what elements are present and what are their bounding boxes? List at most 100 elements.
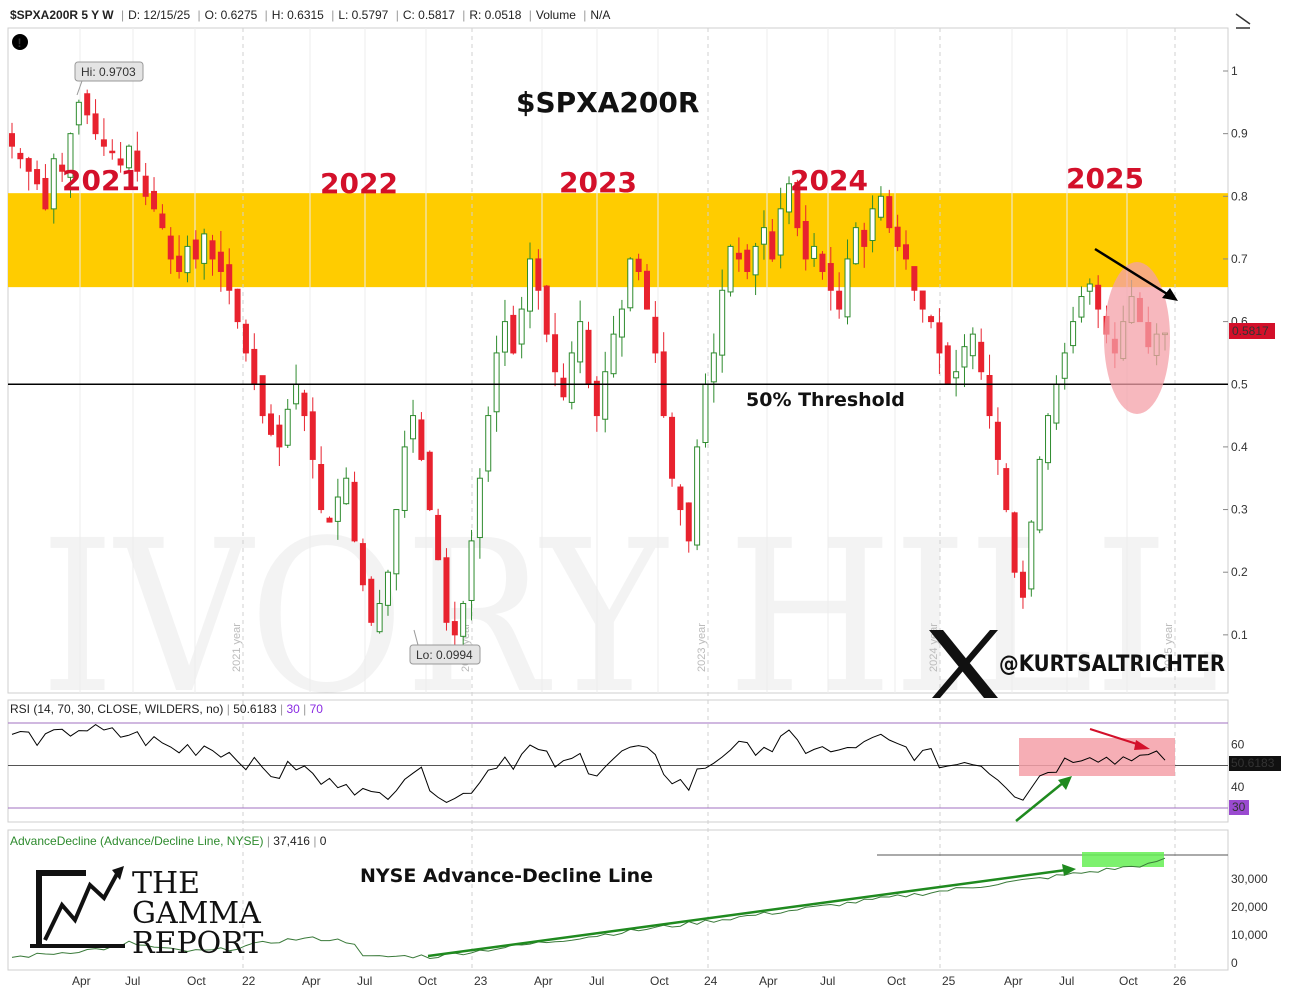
rsi-down-arrowhead	[1134, 740, 1150, 750]
candle-body	[343, 477, 350, 505]
candle-body	[460, 603, 467, 637]
candle-body	[568, 352, 575, 403]
volume-value: N/A	[590, 8, 611, 22]
candle-body	[435, 514, 442, 561]
x-tick-label: 24	[704, 974, 718, 988]
candle-body	[836, 290, 843, 310]
rsi-down-arrow	[1089, 728, 1141, 746]
candle-body	[1086, 283, 1093, 292]
logo-bar	[36, 870, 42, 946]
candle-body	[802, 220, 809, 260]
candle-body	[167, 235, 174, 260]
candle-body	[794, 182, 801, 229]
symbol-label: $SPXA200R 5 Y W	[10, 8, 114, 22]
candle-body	[84, 93, 91, 116]
draw-tool-icon	[1235, 13, 1251, 29]
candle-body	[9, 133, 15, 147]
candle-body	[969, 333, 976, 357]
candle-body	[978, 341, 985, 373]
x-tick-label: Apr	[302, 974, 321, 988]
rsi-header: RSI (14, 70, 30, CLOSE, WILDERS, no) | 5…	[10, 702, 323, 716]
y-tick-label: 0.1	[1231, 628, 1248, 642]
candle-body	[1061, 352, 1068, 379]
ad-title: NYSE Advance-Decline Line	[360, 865, 653, 887]
logo-chart-line	[43, 871, 120, 941]
x-tick-label: Oct	[187, 974, 206, 988]
x-tick-label: 23	[474, 974, 488, 988]
x-tick-label: Apr	[534, 974, 553, 988]
candle-body	[852, 227, 859, 265]
rsi-value: 50.6183	[233, 702, 277, 716]
candle-body	[184, 245, 191, 274]
candle-body	[493, 352, 500, 413]
year-label: 2025	[1066, 162, 1144, 195]
x-tick-label: Jul	[357, 974, 372, 988]
x-tick-label: 25	[942, 974, 956, 988]
x-tick-label: Apr	[72, 974, 91, 988]
candle-body	[861, 229, 868, 247]
vertical-year-label: 2021 year	[231, 623, 243, 672]
candle-body	[451, 621, 458, 636]
rsi-up-arrow	[1015, 781, 1065, 822]
candle-body	[877, 195, 884, 218]
candle-body	[552, 334, 559, 373]
candle-body	[560, 377, 567, 398]
candle-body	[501, 321, 508, 353]
x-logo-stroke	[932, 630, 998, 698]
ad-y-tick: 0	[1231, 956, 1238, 970]
candle-body	[251, 348, 258, 385]
candle-body	[351, 481, 358, 542]
ad-y-tick: 30,000	[1231, 872, 1268, 886]
x-tick-label: Jul	[1059, 974, 1074, 988]
candle-body	[426, 451, 433, 511]
alert-icon-glyph: !	[18, 36, 22, 50]
y-tick-label: 0.2	[1231, 565, 1248, 579]
candle-body	[819, 253, 826, 272]
logo-line-1: THE	[132, 866, 200, 901]
hi-callout-box	[74, 61, 144, 82]
candle-body	[217, 251, 224, 272]
rsi-upper: 70	[309, 702, 323, 716]
ad-y-tick: 10,000	[1231, 928, 1268, 942]
resistance-zone	[8, 193, 1228, 288]
candle-body	[301, 392, 308, 417]
x-tick-label: Jul	[125, 974, 140, 988]
candle-body	[652, 316, 659, 354]
logo-line-3: REPORT	[132, 926, 263, 961]
candle-body	[685, 502, 692, 542]
candle-body	[827, 263, 834, 291]
watermark-text: IVORY HILL	[40, 495, 1220, 740]
candle-body	[994, 421, 1001, 460]
x-tick-label: Apr	[1004, 974, 1023, 988]
candle-body	[769, 231, 776, 260]
x-logo-icon	[929, 630, 998, 698]
ad-panel	[7, 829, 1229, 971]
ad-line	[11, 857, 1166, 960]
candle-body	[577, 321, 584, 363]
y-tick-label: 1	[1231, 64, 1238, 78]
candle-body	[25, 158, 32, 172]
candle-body	[894, 226, 901, 247]
rsi-value-tag	[1229, 756, 1281, 771]
ad-highlight-box	[1082, 852, 1164, 867]
candle-body	[694, 446, 701, 546]
candle-body	[1070, 321, 1077, 347]
candle-body	[268, 413, 275, 435]
candle-body	[593, 380, 600, 417]
candle-body	[811, 245, 818, 259]
candle-body	[961, 346, 968, 368]
high-label: H: 0.6315	[271, 8, 324, 22]
vertical-year-label: 2023 year	[696, 623, 708, 672]
candle-body	[75, 101, 82, 126]
candle-body	[17, 152, 24, 160]
x-tick-label: Jul	[589, 974, 604, 988]
y-tick-label: 0.7	[1231, 252, 1248, 266]
candle-body	[234, 288, 241, 323]
candle-body	[384, 571, 391, 606]
rsi-y-tick: 40	[1231, 780, 1245, 794]
candle-body	[109, 150, 116, 154]
chart-title: $SPXA200R	[516, 86, 699, 119]
low-label: L: 0.5797	[338, 8, 389, 22]
y-tick-label: 0.9	[1231, 127, 1248, 141]
